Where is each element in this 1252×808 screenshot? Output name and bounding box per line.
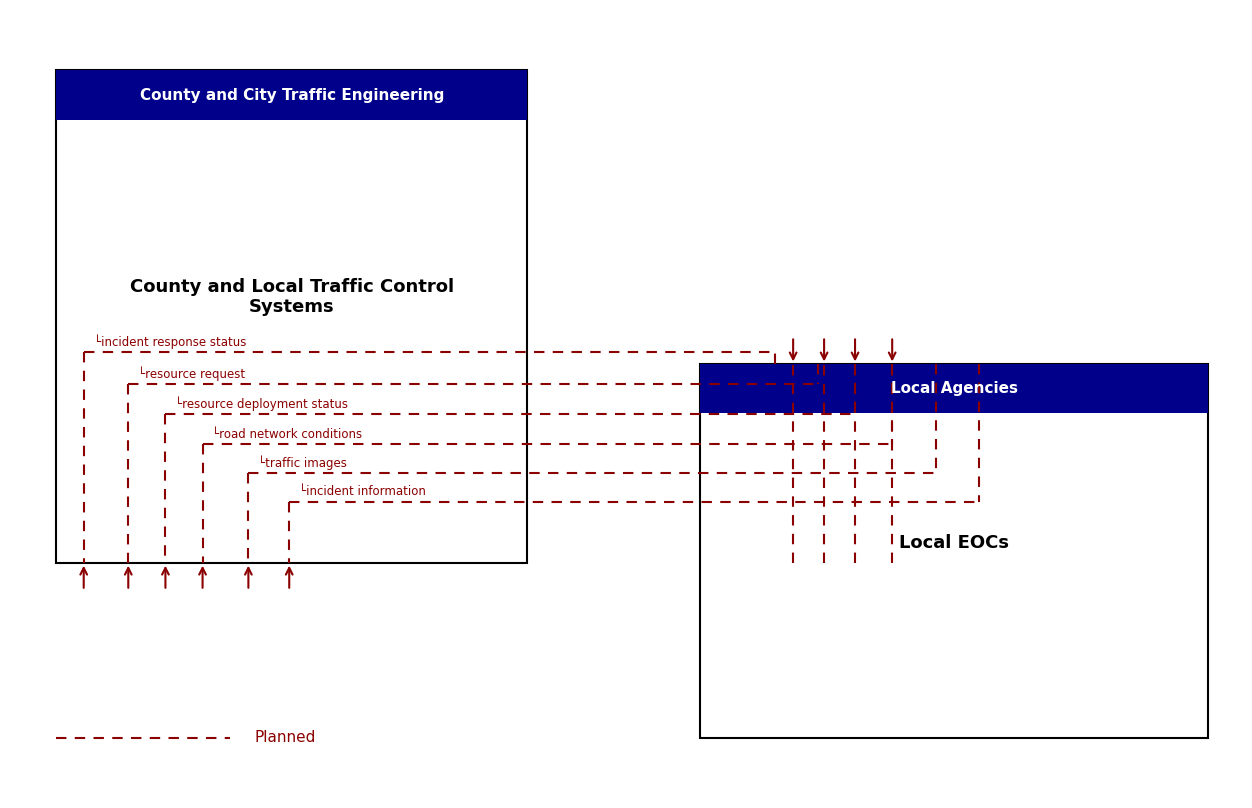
Text: └road network conditions: └road network conditions	[213, 427, 363, 440]
Bar	[56, 70, 527, 120]
Text: Planned: Planned	[254, 730, 316, 745]
Text: Local Agencies: Local Agencies	[890, 381, 1018, 396]
Bar	[56, 70, 527, 563]
Text: └traffic images: └traffic images	[258, 455, 347, 470]
Bar	[700, 364, 1208, 413]
Text: County and City Traffic Engineering: County and City Traffic Engineering	[139, 87, 444, 103]
Text: Local EOCs: Local EOCs	[899, 534, 1009, 552]
Text: └incident information: └incident information	[299, 486, 426, 499]
Text: County and Local Traffic Control
Systems: County and Local Traffic Control Systems	[130, 278, 453, 317]
Text: └resource deployment status: └resource deployment status	[175, 397, 348, 411]
Text: └resource request: └resource request	[138, 366, 245, 381]
Bar	[700, 364, 1208, 738]
Text: └incident response status: └incident response status	[94, 335, 245, 349]
